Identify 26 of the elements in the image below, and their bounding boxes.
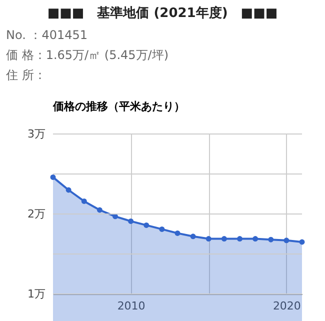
chart-subtitle: 価格の推移（平米あたり） (52, 100, 185, 113)
point (190, 234, 196, 240)
x-tick-label: 2020 (272, 300, 301, 312)
point (96, 207, 102, 213)
point (206, 236, 212, 242)
point (221, 236, 227, 242)
text: 住 所： (6, 67, 47, 84)
point (66, 187, 72, 193)
point (237, 236, 242, 242)
x-tick-label: 2010 (117, 300, 146, 312)
point (174, 230, 180, 236)
point (50, 174, 56, 180)
y-tick-label: 3万 (28, 128, 46, 140)
point (144, 222, 150, 228)
point (284, 238, 290, 244)
point (159, 226, 165, 232)
point (268, 236, 274, 242)
text: 価 格：1.65万/㎡ (5.45万/坪) (6, 47, 169, 64)
y-tick-label: 1万 (28, 288, 46, 300)
point (299, 239, 305, 245)
chart-title: ■■■ 基準地価 (2021年度) ■■■ (46, 4, 279, 22)
text: No. ：401451 (6, 27, 89, 44)
point (128, 218, 134, 224)
y-tick-label: 2万 (28, 208, 46, 220)
point (81, 198, 87, 204)
point (252, 236, 258, 242)
